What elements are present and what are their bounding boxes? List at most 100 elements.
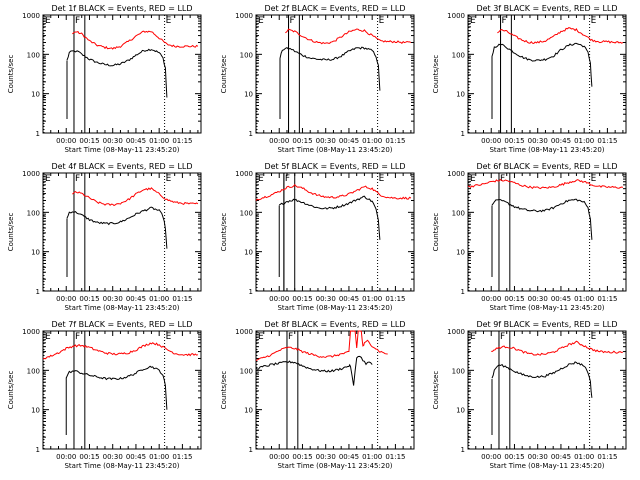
- y-tick-label: 100: [240, 367, 253, 375]
- y-tick-label: 10: [244, 407, 253, 415]
- mark-label: E: [258, 332, 264, 342]
- plot-frame: [467, 14, 627, 134]
- mark-label: E: [258, 174, 264, 184]
- panel-title: Det 3f BLACK = Events, RED = LLD: [476, 4, 617, 13]
- x-axis-label: Start Time (08-May-11 23:45:20): [64, 146, 179, 154]
- mark-label: F: [502, 16, 507, 26]
- panel-6: Det 6f BLACK = Events, RED = LLD 1 10 100 10…: [432, 162, 627, 312]
- x-tick-label: 01:00: [574, 137, 594, 145]
- y-tick-label: 1000: [22, 328, 40, 336]
- y-tick-label: 10: [456, 249, 465, 257]
- x-axis-label: Start Time (08-May-11 23:45:20): [489, 462, 604, 470]
- x-tick-label: 00:15: [504, 295, 524, 303]
- mark-label: E: [166, 16, 172, 26]
- mark-label: E: [166, 332, 172, 342]
- x-tick-label: 00:15: [292, 137, 312, 145]
- y-tick-label: 1000: [447, 12, 465, 20]
- mark-label: E: [470, 332, 476, 342]
- plot-frame: [42, 14, 202, 134]
- mark-label: F: [285, 174, 290, 184]
- series-line-black: [66, 206, 168, 249]
- plot-frame: [255, 172, 415, 292]
- x-tick-label: 00:00: [56, 295, 76, 303]
- y-tick-label: 1: [461, 130, 465, 138]
- x-tick-label: 01:00: [362, 137, 382, 145]
- plot-frame: [467, 330, 627, 450]
- x-tick-label: 00:30: [316, 453, 336, 461]
- x-tick-label: 00:45: [126, 137, 146, 145]
- series-line-black: [278, 195, 381, 240]
- x-axis-label: Start Time (08-May-11 23:45:20): [277, 304, 392, 312]
- x-axis-label: Start Time (08-May-11 23:45:20): [277, 146, 392, 154]
- series-line-black: [255, 355, 373, 386]
- x-axis-label: Start Time (08-May-11 23:45:20): [489, 304, 604, 312]
- mark-label: E: [470, 16, 476, 26]
- x-tick-label: 00:30: [103, 453, 123, 461]
- y-axis-label: Counts/sec: [432, 371, 440, 410]
- panel-title: Det 8f BLACK = Events, RED = LLD: [264, 320, 405, 329]
- series-line-red: [255, 183, 412, 201]
- x-tick-label: 00:30: [528, 453, 548, 461]
- x-tick-label: 01:00: [149, 295, 169, 303]
- panel-title: Det 9f BLACK = Events, RED = LLD: [476, 320, 617, 329]
- y-tick-label: 1: [249, 130, 253, 138]
- panel-2: Det 2f BLACK = Events, RED = LLD 1 10 100 10…: [220, 4, 415, 154]
- series-line-red: [497, 27, 624, 45]
- series-line-black: [491, 42, 593, 87]
- x-axis-label: Start Time (08-May-11 23:45:20): [489, 146, 604, 154]
- x-axis-label: Start Time (08-May-11 23:45:20): [277, 462, 392, 470]
- x-tick-label: 01:15: [597, 295, 617, 303]
- panel-4: Det 4f BLACK = Events, RED = LLD 1 10 100 10…: [7, 162, 202, 312]
- x-axis-label: Start Time (08-May-11 23:45:20): [64, 462, 179, 470]
- x-axis-label: Start Time (08-May-11 23:45:20): [64, 304, 179, 312]
- x-tick-label: 01:15: [597, 137, 617, 145]
- mark-label: E: [379, 174, 385, 184]
- y-axis-label: Counts/sec: [220, 371, 228, 410]
- x-tick-label: 00:30: [528, 137, 548, 145]
- plot-frame: [255, 14, 415, 134]
- x-tick-label: 01:15: [385, 295, 405, 303]
- x-tick-label: 00:00: [269, 295, 289, 303]
- series-line-black: [491, 361, 593, 398]
- y-axis-label: Counts/sec: [7, 371, 15, 410]
- x-tick-label: 00:30: [316, 137, 336, 145]
- x-tick-label: 00:15: [292, 295, 312, 303]
- x-tick-label: 00:45: [126, 295, 146, 303]
- mark-label: F: [288, 332, 293, 342]
- mark-label: F: [290, 16, 295, 26]
- panel-1: Det 1f BLACK = Events, RED = LLD 1 10 100 10…: [7, 4, 202, 154]
- y-tick-label: 1: [249, 288, 253, 296]
- x-tick-label: 01:15: [385, 137, 405, 145]
- x-tick-label: 00:45: [126, 453, 146, 461]
- y-tick-label: 100: [240, 209, 253, 217]
- x-tick-label: 00:15: [504, 453, 524, 461]
- x-tick-label: 00:30: [103, 137, 123, 145]
- y-tick-label: 10: [456, 91, 465, 99]
- panel-title: Det 2f BLACK = Events, RED = LLD: [264, 4, 405, 13]
- mark-label: E: [45, 332, 51, 342]
- series-line-red: [255, 330, 388, 361]
- y-tick-label: 100: [27, 51, 40, 59]
- y-axis-label: Counts/sec: [7, 213, 15, 252]
- x-tick-label: 00:00: [56, 137, 76, 145]
- y-tick-label: 1000: [447, 328, 465, 336]
- x-tick-label: 00:00: [269, 137, 289, 145]
- mark-label: F: [75, 16, 80, 26]
- series-line-red: [72, 187, 199, 207]
- panel-3: Det 3f BLACK = Events, RED = LLD 1 10 100 10…: [432, 4, 627, 154]
- x-tick-label: 00:00: [269, 453, 289, 461]
- x-tick-label: 01:00: [362, 295, 382, 303]
- panel-title: Det 6f BLACK = Events, RED = LLD: [476, 162, 617, 171]
- y-tick-label: 10: [31, 249, 40, 257]
- x-tick-label: 01:00: [362, 453, 382, 461]
- x-tick-label: 00:45: [339, 137, 359, 145]
- mark-label: F: [500, 332, 505, 342]
- series-line-black: [66, 48, 168, 98]
- plot-frame: [42, 330, 202, 450]
- series-line-black: [491, 198, 593, 240]
- x-tick-label: 00:15: [79, 137, 99, 145]
- x-tick-label: 01:15: [172, 453, 192, 461]
- y-axis-label: Counts/sec: [220, 55, 228, 94]
- x-tick-label: 01:15: [597, 453, 617, 461]
